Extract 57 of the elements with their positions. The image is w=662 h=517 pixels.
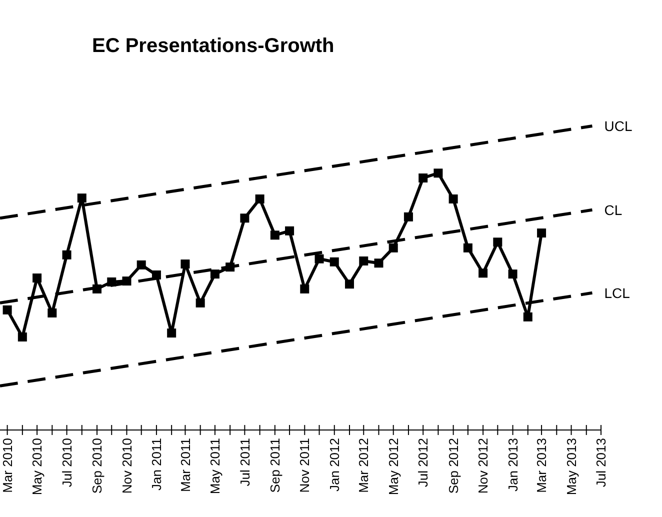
- x-tick-label: May 2013: [564, 438, 579, 496]
- x-tick-label: May 2011: [208, 438, 223, 494]
- point: [508, 270, 518, 279]
- point: [2, 305, 12, 314]
- point: [448, 194, 458, 204]
- point: [285, 226, 294, 236]
- point: [136, 260, 146, 270]
- x-tick-label: Mar 2010: [0, 438, 15, 493]
- x-tick-label: Jan 2013: [505, 438, 520, 492]
- point: [77, 194, 86, 203]
- point: [62, 250, 72, 260]
- point: [167, 328, 176, 338]
- point: [537, 228, 546, 238]
- x-tick-label: Jul 2011: [237, 438, 252, 486]
- series-label: LCL: [604, 284, 630, 301]
- point: [418, 173, 428, 182]
- series-label: CL: [604, 202, 622, 218]
- x-tick-label: Jul 2013: [594, 438, 609, 488]
- x-tick-label: Mar 2013: [534, 438, 550, 493]
- point: [404, 212, 413, 222]
- x-tick-label: Jan 2012: [326, 438, 342, 492]
- point: [359, 256, 368, 266]
- point: [48, 308, 57, 318]
- point: [270, 230, 280, 240]
- x-tick-label: Sep 2012: [446, 438, 461, 494]
- point: [255, 194, 264, 204]
- point: [300, 284, 310, 294]
- x-tick-label: May 2012: [386, 438, 401, 496]
- point: [314, 254, 324, 264]
- point: [388, 243, 398, 252]
- point: [478, 268, 488, 278]
- point: [434, 168, 443, 178]
- x-tick-label: Nov 2011: [297, 438, 312, 493]
- x-tick-label: Jan 2011: [149, 438, 164, 491]
- series-label: UCL: [604, 118, 632, 134]
- point: [523, 312, 532, 322]
- x-tick-label: Mar 2012: [356, 438, 372, 493]
- x-tick-label: Nov 2012: [476, 438, 491, 494]
- chart-title: EC Presentations-Growth: [92, 35, 334, 57]
- point: [210, 270, 220, 279]
- point: [32, 274, 42, 282]
- point: [374, 258, 384, 268]
- point: [463, 243, 472, 252]
- x-tick-label: Sep 2010: [90, 438, 105, 494]
- x-tick-label: Jul 2012: [416, 438, 431, 488]
- x-tick-label: Jul 2010: [59, 438, 74, 488]
- x-tick-label: May 2010: [30, 438, 45, 496]
- point: [180, 260, 190, 269]
- x-tick-label: Sep 2011: [267, 438, 282, 493]
- x-tick-label: Mar 2011: [178, 438, 193, 492]
- point: [344, 280, 354, 289]
- point: [18, 332, 27, 342]
- point: [493, 238, 502, 247]
- point: [240, 214, 250, 223]
- x-tick-label: Nov 2010: [119, 438, 134, 494]
- point: [330, 257, 339, 266]
- point: [196, 298, 205, 308]
